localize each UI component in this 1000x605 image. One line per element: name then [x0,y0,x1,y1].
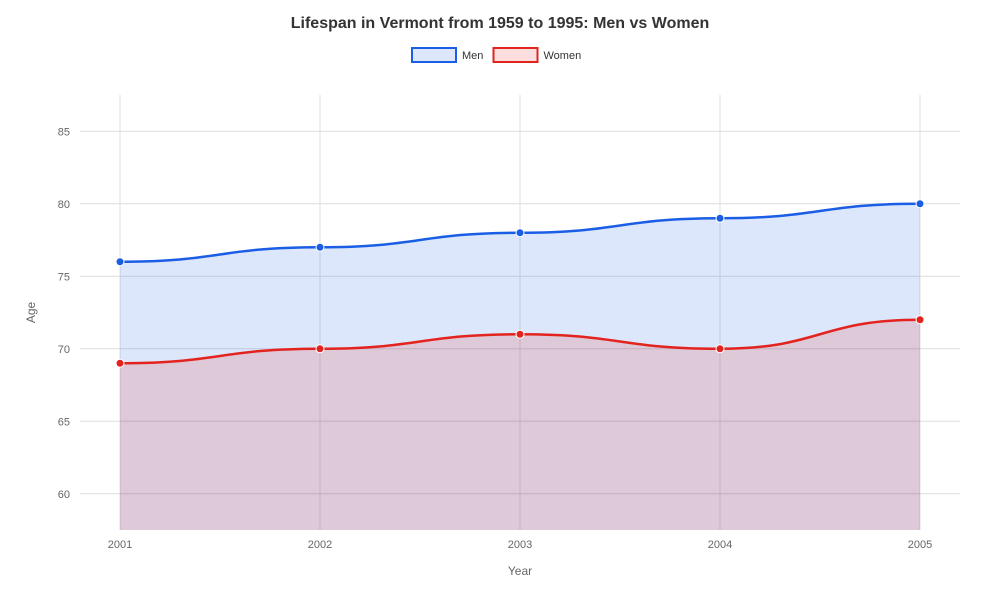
x-tick-label: 2001 [108,539,132,551]
x-tick-label: 2002 [308,539,332,551]
series-marker [916,316,924,324]
y-axis-label: Age [24,302,38,324]
series-marker [316,345,324,353]
x-axis-label: Year [508,564,532,578]
x-tick-label: 2004 [708,539,732,551]
chart-svg: Lifespan in Vermont from 1959 to 1995: M… [0,0,1000,600]
series-marker [516,330,524,338]
y-tick-label: 75 [58,271,70,283]
legend-label: Men [462,50,483,62]
series-marker [316,243,324,251]
series-marker [716,345,724,353]
y-tick-label: 85 [58,126,70,138]
x-tick-label: 2003 [508,539,532,551]
chart-title: Lifespan in Vermont from 1959 to 1995: M… [291,15,709,32]
legend-swatch [494,48,538,62]
y-tick-label: 80 [58,199,70,211]
series-marker [116,258,124,266]
legend-swatch [412,48,456,62]
x-tick-label: 2005 [908,539,932,551]
chart-container: Lifespan in Vermont from 1959 to 1995: M… [0,0,1000,600]
series-marker [916,200,924,208]
legend: Men Women [412,48,581,62]
legend-item: Women [494,48,582,62]
series-marker [516,229,524,237]
y-tick-label: 65 [58,416,70,428]
legend-label: Women [544,50,582,62]
series-marker [716,214,724,222]
legend-item: Men [412,48,483,62]
y-tick-label: 60 [58,489,70,501]
y-tick-label: 70 [58,344,70,356]
series-marker [116,359,124,367]
